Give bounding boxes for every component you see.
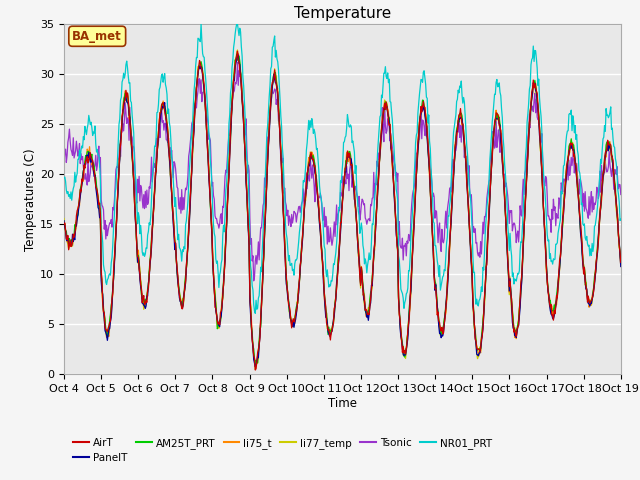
Text: BA_met: BA_met <box>72 30 122 43</box>
Title: Temperature: Temperature <box>294 6 391 22</box>
Legend: AirT, PanelT, AM25T_PRT, li75_t, li77_temp, Tsonic, NR01_PRT: AirT, PanelT, AM25T_PRT, li75_t, li77_te… <box>69 434 496 468</box>
X-axis label: Time: Time <box>328 397 357 410</box>
Y-axis label: Temperatures (C): Temperatures (C) <box>24 148 37 251</box>
